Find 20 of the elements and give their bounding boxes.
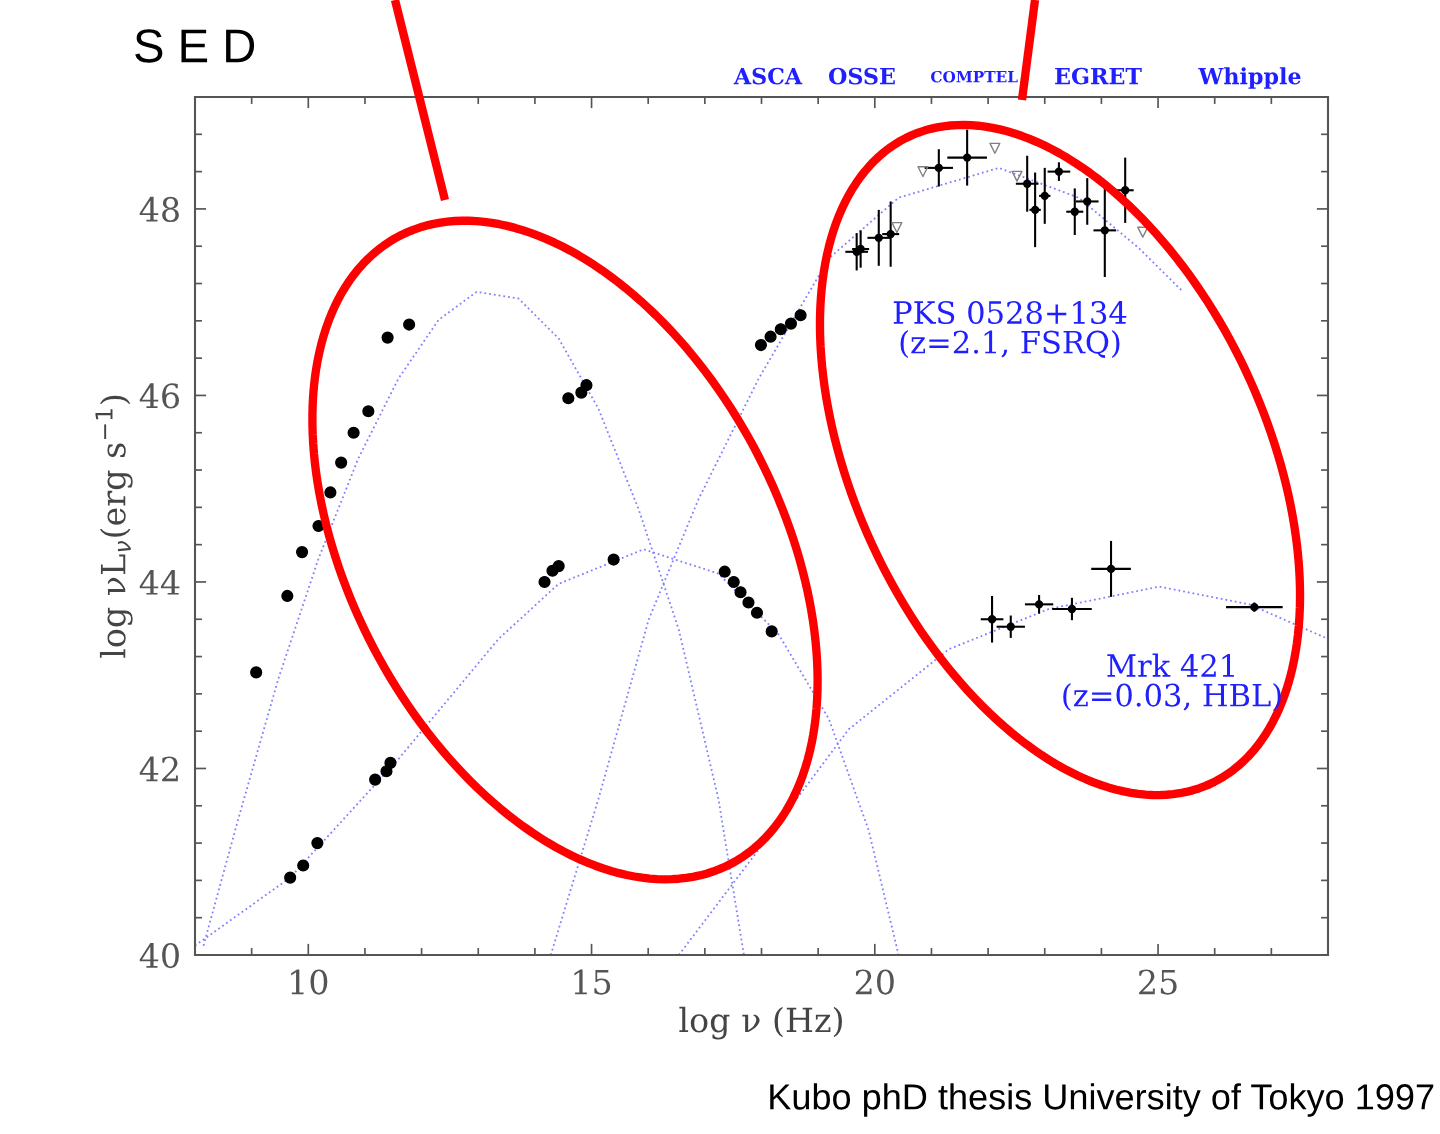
- annotation: Mrk 421 (z=0.03, HBL): [1063, 653, 1281, 711]
- x-axis-title: log ν (Hz): [679, 1006, 842, 1040]
- y-axis-title: log νL$_{ν}$(erg s$^{−1}$): [95, 395, 133, 658]
- text: EGRET: [1055, 67, 1142, 85]
- y-tick-label: 46: [139, 383, 180, 409]
- x-tick-label: 10: [291, 969, 328, 995]
- x-tick-label: 20: [855, 969, 894, 995]
- text: Whipple: [1198, 67, 1301, 89]
- x-tick-label: 25: [1139, 969, 1177, 995]
- chart-title: S E D: [135, 29, 255, 63]
- annotation: PKS 0528+134 (z=2.1, FSRQ): [893, 300, 1127, 359]
- y-tick-label: 40: [139, 942, 179, 969]
- text: OSSE: [828, 67, 895, 85]
- x-tick-label: 15: [574, 969, 611, 995]
- y-tick-label: 48: [139, 196, 179, 223]
- y-tick-label: 44: [139, 569, 180, 595]
- text: Kubo phD thesis University of Tokyo 1997: [770, 1083, 1434, 1117]
- text: ASCA: [733, 67, 803, 85]
- text: COMPTEL: [931, 70, 1018, 83]
- y-tick-label: 42: [139, 756, 178, 782]
